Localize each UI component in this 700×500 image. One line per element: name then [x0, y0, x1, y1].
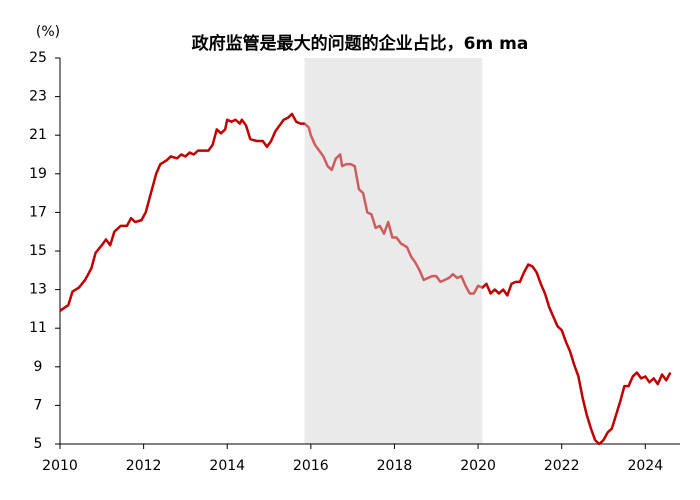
- x-tick-label: 2018: [377, 458, 413, 474]
- y-tick-label: 5: [34, 436, 43, 452]
- shaded-period: [304, 58, 483, 444]
- x-tick-label: 2022: [544, 458, 580, 474]
- x-tick-label: 2016: [293, 458, 329, 474]
- x-tick-label: 2024: [627, 458, 663, 474]
- shaded-overlay: [304, 58, 483, 443]
- y-unit-label: (%): [36, 24, 60, 40]
- chart-title: 政府监管是最大的问题的企业占比，6m ma: [192, 33, 529, 54]
- x-tick-label: 2014: [209, 458, 245, 474]
- x-tick-label: 2020: [460, 458, 496, 474]
- y-tick-label: 15: [29, 243, 47, 259]
- y-tick-label: 19: [29, 166, 47, 182]
- data-line: [59, 112, 672, 446]
- y-tick-label: 23: [29, 89, 47, 105]
- y-tick-label: 17: [29, 204, 47, 220]
- y-tick-label: 11: [29, 320, 47, 336]
- y-tick-label: 7: [34, 397, 43, 413]
- y-tick-label: 13: [29, 282, 47, 298]
- x-tick-label: 2012: [126, 458, 162, 474]
- y-tick-label: 9: [34, 359, 43, 375]
- y-tick-label: 21: [29, 127, 47, 143]
- y-tick-label: 25: [29, 50, 47, 66]
- x-tick-label: 2010: [42, 458, 78, 474]
